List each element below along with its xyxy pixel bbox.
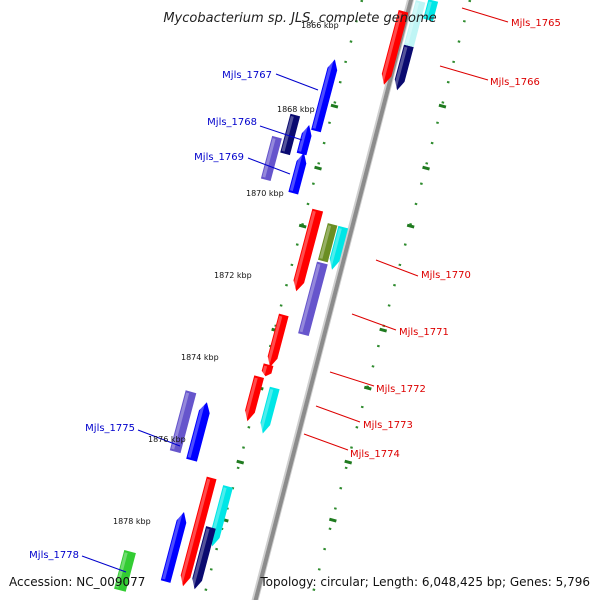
scale-tick (406, 223, 415, 229)
gene-highlight (405, 2, 420, 44)
genome-title: Mycobacterium sp. JLS, complete genome (163, 11, 436, 26)
scale-label: 1878 kbp (113, 517, 151, 526)
gene-red[interactable] (245, 375, 264, 422)
gene-highlight (187, 402, 205, 458)
gene-highlight (424, 1, 432, 18)
gene-highlight (191, 528, 210, 588)
scale-tick (422, 165, 430, 171)
scale-tick (379, 327, 388, 333)
gene-highlight (289, 153, 303, 191)
gene-blue[interactable] (288, 152, 307, 195)
gene-highlight (380, 12, 402, 83)
gene-red[interactable] (261, 363, 274, 377)
gene-highlight (162, 512, 183, 580)
scale-label: 1876 kbp (148, 435, 186, 444)
gene-label-mjls_1769[interactable]: Mjls_1769 (194, 152, 244, 163)
gene-label-mjls_1768[interactable]: Mjls_1768 (207, 117, 257, 128)
gene-red[interactable] (293, 208, 324, 292)
scale-tick (236, 459, 245, 465)
gene-highlight (292, 210, 316, 289)
scale-label: 1870 kbp (246, 189, 284, 198)
gene-label-mjls_1766[interactable]: Mjls_1766 (490, 77, 540, 88)
gene-leader-line (329, 371, 375, 387)
gene-label-mjls_1772[interactable]: Mjls_1772 (376, 384, 426, 395)
gene-blue[interactable] (160, 512, 187, 583)
gene-cyan[interactable] (329, 225, 349, 270)
gene-label-mjls_1770[interactable]: Mjls_1770 (421, 270, 471, 281)
gene-cyan[interactable] (209, 485, 233, 547)
scale-tick (328, 517, 337, 523)
scale-label: 1874 kbp (181, 353, 219, 362)
gene-highlight (179, 478, 211, 584)
scale-dotted-line-right (309, 0, 472, 600)
gene-leader-line (351, 313, 397, 331)
gene-highlight (262, 365, 268, 375)
gene-cyan[interactable] (260, 386, 280, 434)
gene-leader-line (375, 259, 419, 277)
scale-tick (298, 223, 307, 229)
gene-navy[interactable] (280, 113, 301, 156)
gene-highlight (393, 46, 408, 89)
gene-slate[interactable] (260, 135, 282, 181)
gene-highlight (312, 60, 334, 129)
gene-leader-line (137, 429, 181, 447)
gene-blue[interactable] (296, 125, 312, 156)
gene-leader-line (315, 405, 361, 423)
gene-red[interactable] (267, 313, 289, 368)
gene-blue[interactable] (186, 402, 210, 462)
scale-tick (314, 165, 322, 171)
gene-label-mjls_1775[interactable]: Mjls_1775 (85, 423, 135, 434)
gene-highlight (262, 138, 276, 178)
accession-label: Accession: NC_009077 (9, 575, 146, 589)
gene-highlight (281, 116, 294, 152)
gene-cyan[interactable] (423, 0, 439, 22)
gene-blue[interactable] (311, 59, 338, 133)
gene-green[interactable] (114, 550, 136, 592)
scale-tick (438, 103, 447, 109)
gene-leader-line (259, 125, 303, 141)
gene-red[interactable] (180, 476, 217, 587)
gene-pale-cyan[interactable] (404, 0, 426, 48)
scale-tick (363, 385, 372, 391)
gene-slate[interactable] (298, 261, 328, 336)
topology-summary: Topology: circular; Length: 6,048,425 bp… (260, 575, 590, 589)
gene-olive[interactable] (318, 223, 338, 263)
gene-label-mjls_1771[interactable]: Mjls_1771 (399, 327, 449, 338)
gene-highlight (319, 225, 332, 259)
scale-label: 1866 kbp (301, 21, 339, 30)
scale-tick (344, 459, 353, 465)
gene-leader-line (81, 555, 127, 573)
genome-backbone (253, 0, 414, 600)
gene-label-mjls_1773[interactable]: Mjls_1773 (363, 420, 413, 431)
gene-red[interactable] (381, 10, 409, 85)
scale-label: 1868 kbp (277, 105, 315, 114)
gene-leader-line (303, 433, 349, 451)
gene-highlight (171, 392, 190, 450)
gene-highlight (244, 377, 258, 419)
scale-tick (330, 103, 339, 109)
gene-navy[interactable] (192, 526, 216, 590)
gene-highlight (266, 315, 283, 365)
scale-dotted-line-left (201, 0, 364, 600)
gene-leader-line (439, 65, 489, 81)
gene-label-mjls_1765[interactable]: Mjls_1765 (511, 18, 561, 29)
gene-leader-line (461, 7, 509, 23)
gene-leader-line (247, 157, 291, 175)
gene-highlight (299, 263, 321, 333)
gene-slate[interactable] (169, 390, 197, 454)
scale-label: 1872 kbp (214, 271, 252, 280)
gene-leader-line (275, 73, 319, 91)
gene-highlight (328, 228, 342, 268)
gene-highlight (259, 389, 274, 432)
gene-label-mjls_1774[interactable]: Mjls_1774 (350, 449, 400, 460)
gene-label-mjls_1767[interactable]: Mjls_1767 (222, 70, 272, 81)
gene-navy[interactable] (394, 44, 414, 91)
gene-highlight (298, 125, 308, 152)
gene-label-mjls_1778[interactable]: Mjls_1778 (29, 550, 79, 561)
